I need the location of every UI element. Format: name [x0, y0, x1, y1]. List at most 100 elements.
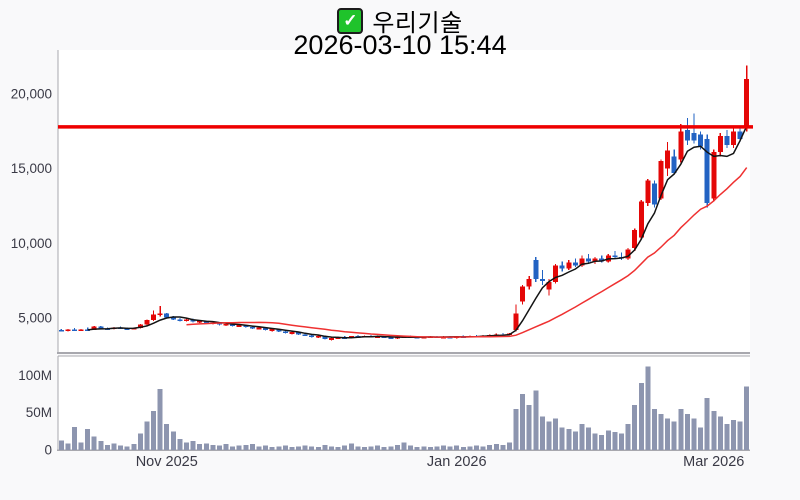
- volume-bar: [223, 444, 229, 450]
- volume-bar: [348, 443, 354, 450]
- volume-bar: [717, 416, 723, 450]
- volume-bar: [467, 446, 473, 450]
- volume-bar: [586, 427, 592, 450]
- volume-tick-label: 0: [44, 443, 52, 458]
- volume-bar: [520, 394, 526, 450]
- stock-name: 우리기술: [372, 10, 463, 37]
- volume-bar: [658, 414, 664, 450]
- candle-down: [85, 329, 91, 331]
- candle-up: [717, 135, 723, 153]
- volume-bar: [368, 446, 374, 450]
- volume-bar: [151, 411, 157, 450]
- volume-bar: [329, 446, 335, 450]
- candle-down: [684, 129, 690, 141]
- candle-down: [599, 258, 605, 262]
- candle-up: [394, 337, 400, 339]
- candle-up: [329, 338, 335, 340]
- candle-up: [645, 180, 651, 204]
- ma-long-line: [186, 167, 748, 338]
- volume-bar: [599, 435, 605, 450]
- candle-down: [737, 131, 743, 139]
- candle-up: [78, 329, 84, 331]
- volume-bar: [731, 420, 737, 450]
- checked-checkbox-icon: ✓: [337, 7, 364, 34]
- volume-bar: [394, 444, 400, 450]
- candle-up: [546, 282, 552, 290]
- volume-bar: [111, 443, 117, 450]
- volume-bar: [441, 445, 447, 450]
- candle-up: [91, 326, 97, 330]
- price-tick-label: 20,000: [11, 87, 52, 102]
- candle-down: [691, 132, 697, 141]
- candle-down: [586, 258, 592, 262]
- candle-up: [197, 320, 203, 323]
- volume-bar: [184, 442, 190, 450]
- volume-bar: [355, 446, 361, 450]
- candle-up: [579, 258, 585, 266]
- candle-down: [388, 337, 394, 340]
- volume-bar: [71, 426, 77, 450]
- volume-bar: [124, 446, 130, 450]
- date-tick-label: Mar 2026: [683, 454, 744, 470]
- volume-bar: [500, 444, 506, 450]
- volume-bar: [434, 446, 440, 450]
- candle-up: [137, 324, 143, 329]
- volume-bar: [65, 443, 71, 450]
- candle-down: [559, 265, 565, 269]
- volume-bar: [559, 427, 565, 450]
- volume-bar: [553, 418, 559, 450]
- price-tick-label: 5,000: [18, 311, 52, 326]
- candle-up: [678, 131, 684, 160]
- candle-up: [144, 320, 150, 325]
- candle-down: [651, 183, 657, 205]
- candle-up: [236, 325, 242, 327]
- volume-bar: [276, 446, 282, 450]
- date-tick-label: Jan 2026: [427, 454, 487, 470]
- volume-tick-label: 50M: [26, 405, 52, 420]
- volume-bar: [625, 423, 631, 450]
- volume-bar: [263, 445, 269, 450]
- volume-bar: [381, 447, 387, 450]
- candle-down: [322, 335, 328, 339]
- candle-down: [98, 326, 104, 329]
- volume-bar: [473, 445, 479, 450]
- candle-down: [203, 320, 209, 324]
- price-plot-area: [58, 50, 750, 353]
- candle-down: [177, 319, 183, 322]
- volume-bar: [361, 447, 367, 450]
- chart-title-row: ✓ 우리기술: [0, 3, 800, 38]
- volume-bar: [170, 431, 176, 450]
- candle-up: [731, 131, 737, 145]
- volume-bar: [744, 386, 750, 450]
- volume-bar: [711, 411, 717, 450]
- volume-bar: [197, 444, 203, 450]
- candle-up: [744, 79, 750, 127]
- volume-bar: [546, 421, 552, 450]
- candle-up: [289, 332, 295, 334]
- volume-bar: [282, 445, 288, 450]
- candle-down: [671, 156, 677, 174]
- volume-bar: [651, 408, 657, 450]
- volume-bar: [513, 408, 519, 450]
- candle-down: [170, 317, 176, 320]
- volume-bar: [487, 444, 493, 450]
- candle-up: [526, 279, 532, 287]
- volume-bar: [605, 430, 611, 450]
- volume-bar: [618, 433, 624, 450]
- volume-bar: [401, 442, 407, 450]
- volume-bar: [296, 446, 302, 450]
- candle-down: [704, 138, 710, 204]
- candle-down: [724, 135, 730, 145]
- volume-bar: [256, 446, 262, 450]
- date-tick-label: Nov 2025: [136, 454, 198, 470]
- volume-bar: [533, 390, 539, 450]
- candle-up: [553, 265, 559, 283]
- candle-up: [711, 152, 717, 199]
- volume-bar: [421, 446, 427, 450]
- candle-down: [71, 329, 77, 332]
- candle-up: [665, 150, 671, 169]
- candle-up: [256, 327, 262, 330]
- candle-up: [151, 314, 157, 321]
- volume-bar: [104, 444, 110, 450]
